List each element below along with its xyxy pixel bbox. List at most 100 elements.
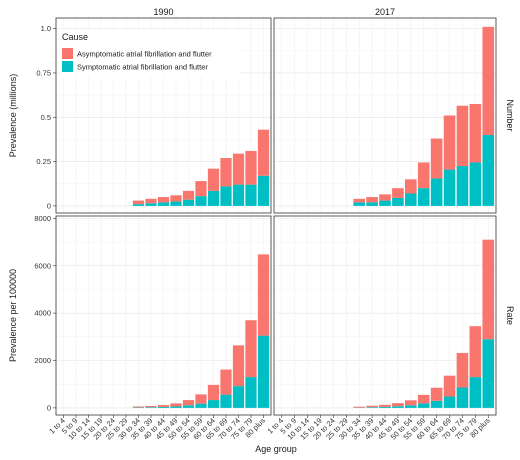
bar-asymptomatic-number-1990-65-to-69: [220, 158, 232, 187]
bar-symptomatic-number-1990-70-to-74: [232, 184, 245, 206]
bar-asymptomatic-rate-1990-30-to-34: [132, 406, 145, 408]
bar-asymptomatic-number-2017-40-to-44: [379, 194, 391, 201]
bar-asymptomatic-number-1990-30-to-34: [132, 200, 145, 205]
bar-symptomatic-number-1990-65-to-69: [220, 186, 232, 206]
bar-symptomatic-number-1990-40-to-44: [157, 202, 170, 206]
bar-symptomatic-number-1990-60-to-64: [207, 190, 220, 206]
bar-asymptomatic-rate-2017-35-to-39: [366, 405, 378, 408]
bar-asymptomatic-number-1990-70-to-74: [232, 153, 245, 185]
bar-asymptomatic-rate-1990-55-to-59: [195, 394, 207, 404]
bar-asymptomatic-rate-2017-45-to-49: [392, 403, 404, 407]
bar-symptomatic-rate-2017-45-to-49: [392, 406, 404, 408]
bar-asymptomatic-number-2017-35-to-39: [366, 197, 378, 203]
bar-asymptomatic-number-2017-65-to-69: [443, 115, 456, 170]
legend-swatch-symptomatic-atrial-fibrillation-and-flutter: [62, 61, 73, 72]
bar-asymptomatic-rate-2017-40-to-44: [379, 404, 391, 407]
facet-strip-number: [497, 18, 511, 213]
legend-label-symptomatic-atrial-fibrillation-and-flutter: Symptomatic atrial fibrillation and flut…: [77, 63, 208, 72]
bar-symptomatic-rate-2017-70-to-74: [456, 387, 469, 408]
bar-symptomatic-number-2017-40-to-44: [379, 200, 391, 206]
bar-symptomatic-number-1990-80-plus: [257, 175, 270, 206]
bar-symptomatic-rate-1990-55-to-59: [195, 403, 207, 408]
bar-symptomatic-rate-1990-75-to-79: [245, 377, 257, 408]
bar-symptomatic-rate-2017-60-to-64: [430, 400, 443, 408]
facet-strip-1990: [56, 6, 271, 18]
bar-symptomatic-number-2017-45-to-49: [392, 197, 404, 206]
bar-symptomatic-number-2017-75-to-79: [469, 162, 482, 206]
bar-symptomatic-rate-1990-50-to-54: [182, 405, 195, 408]
bar-asymptomatic-rate-1990-80-plus: [257, 254, 270, 336]
bar-asymptomatic-number-2017-55-to-59: [417, 162, 430, 189]
bar-symptomatic-number-1990-35-to-39: [145, 203, 157, 206]
bar-asymptomatic-number-1990-40-to-44: [157, 197, 170, 203]
legend-title: Cause: [62, 32, 88, 42]
bar-symptomatic-rate-1990-40-to-44: [157, 406, 170, 408]
bar-asymptomatic-rate-2017-65-to-69: [443, 375, 456, 397]
x-axis-title: Age group: [255, 444, 297, 454]
panel-number-1990-border: [55, 17, 272, 214]
bar-symptomatic-number-2017-65-to-69: [443, 169, 456, 206]
bar-asymptomatic-rate-1990-40-to-44: [157, 405, 170, 407]
bar-symptomatic-rate-2017-80-plus: [482, 339, 495, 408]
y-axis-title-rate: Prevalence per 100000: [8, 269, 18, 362]
bar-asymptomatic-rate-1990-65-to-69: [220, 369, 232, 395]
bar-asymptomatic-number-1990-55-to-59: [195, 181, 207, 197]
bar-asymptomatic-number-2017-50-to-54: [405, 179, 417, 194]
bar-symptomatic-rate-2017-40-to-44: [379, 406, 391, 408]
bar-asymptomatic-rate-2017-50-to-54: [405, 400, 417, 406]
bar-symptomatic-number-2017-70-to-74: [456, 166, 469, 206]
bar-asymptomatic-rate-2017-80-plus: [482, 239, 495, 340]
bar-asymptomatic-number-1990-35-to-39: [145, 198, 157, 204]
bar-symptomatic-number-2017-80-plus: [482, 135, 495, 206]
bar-asymptomatic-rate-2017-75-to-79: [469, 326, 482, 378]
bar-asymptomatic-rate-1990-70-to-74: [232, 345, 245, 387]
bar-symptomatic-number-2017-55-to-59: [417, 188, 430, 206]
y-tick-label-rate-3: 6000: [34, 261, 51, 270]
legend-swatch-asymptomatic-atrial-fibrillation-and-flutter: [62, 48, 73, 59]
bar-symptomatic-rate-2017-50-to-54: [405, 405, 417, 408]
bar-symptomatic-number-1990-75-to-79: [245, 184, 257, 206]
facet-strip-2017: [274, 6, 496, 18]
y-tick-label-rate-0: 0: [47, 403, 51, 412]
y-tick-label-rate-4: 8000: [34, 214, 51, 223]
bar-asymptomatic-rate-1990-75-to-79: [245, 320, 257, 378]
y-tick-label-number-3: 0.75: [36, 69, 51, 78]
bar-symptomatic-number-1990-30-to-34: [132, 204, 145, 206]
facet-strip-rate: [497, 216, 511, 415]
bar-symptomatic-number-2017-50-to-54: [405, 193, 417, 206]
bar-asymptomatic-rate-1990-45-to-49: [170, 403, 182, 407]
bar-asymptomatic-number-1990-80-plus: [257, 129, 270, 176]
y-tick-label-number-1: 0.25: [36, 157, 51, 166]
bar-symptomatic-number-2017-35-to-39: [366, 202, 378, 206]
bar-asymptomatic-number-1990-45-to-49: [170, 195, 182, 202]
bar-asymptomatic-rate-2017-60-to-64: [430, 387, 443, 401]
bar-asymptomatic-number-1990-60-to-64: [207, 168, 220, 191]
bar-symptomatic-number-2017-30-to-34: [353, 202, 365, 206]
facet-strip-label-rate: Rate: [505, 306, 515, 325]
bar-asymptomatic-rate-2017-55-to-59: [417, 394, 430, 404]
facet-strip-label-2017: 2017: [375, 7, 395, 17]
bar-symptomatic-rate-1990-35-to-39: [145, 407, 157, 408]
bar-asymptomatic-rate-1990-60-to-64: [207, 384, 220, 401]
bar-asymptomatic-number-1990-50-to-54: [182, 190, 195, 200]
bar-symptomatic-number-1990-50-to-54: [182, 199, 195, 206]
facet-strip-label-number: Number: [505, 99, 515, 131]
legend-label-asymptomatic-atrial-fibrillation-and-flutter: Asymptomatic atrial fibrillation and flu…: [77, 50, 212, 59]
bar-symptomatic-rate-1990-80-plus: [257, 335, 270, 408]
y-tick-label-number-0: 0: [47, 202, 51, 211]
bar-symptomatic-rate-1990-70-to-74: [232, 386, 245, 408]
y-tick-label-number-4: 1.0: [41, 24, 51, 33]
bar-asymptomatic-number-2017-45-to-49: [392, 188, 404, 198]
bar-asymptomatic-rate-1990-35-to-39: [145, 405, 157, 408]
y-axis-title-number: Prevalence (millions): [8, 74, 18, 158]
panel-number-2017-border: [273, 17, 497, 214]
bar-symptomatic-number-1990-45-to-49: [170, 201, 182, 206]
bar-symptomatic-rate-2017-55-to-59: [417, 403, 430, 408]
bar-symptomatic-rate-2017-35-to-39: [366, 407, 378, 408]
bar-asymptomatic-number-2017-80-plus: [482, 26, 495, 136]
bar-asymptomatic-rate-1990-50-to-54: [182, 400, 195, 406]
bar-symptomatic-number-1990-55-to-59: [195, 196, 207, 206]
bar-symptomatic-rate-2017-75-to-79: [469, 377, 482, 408]
